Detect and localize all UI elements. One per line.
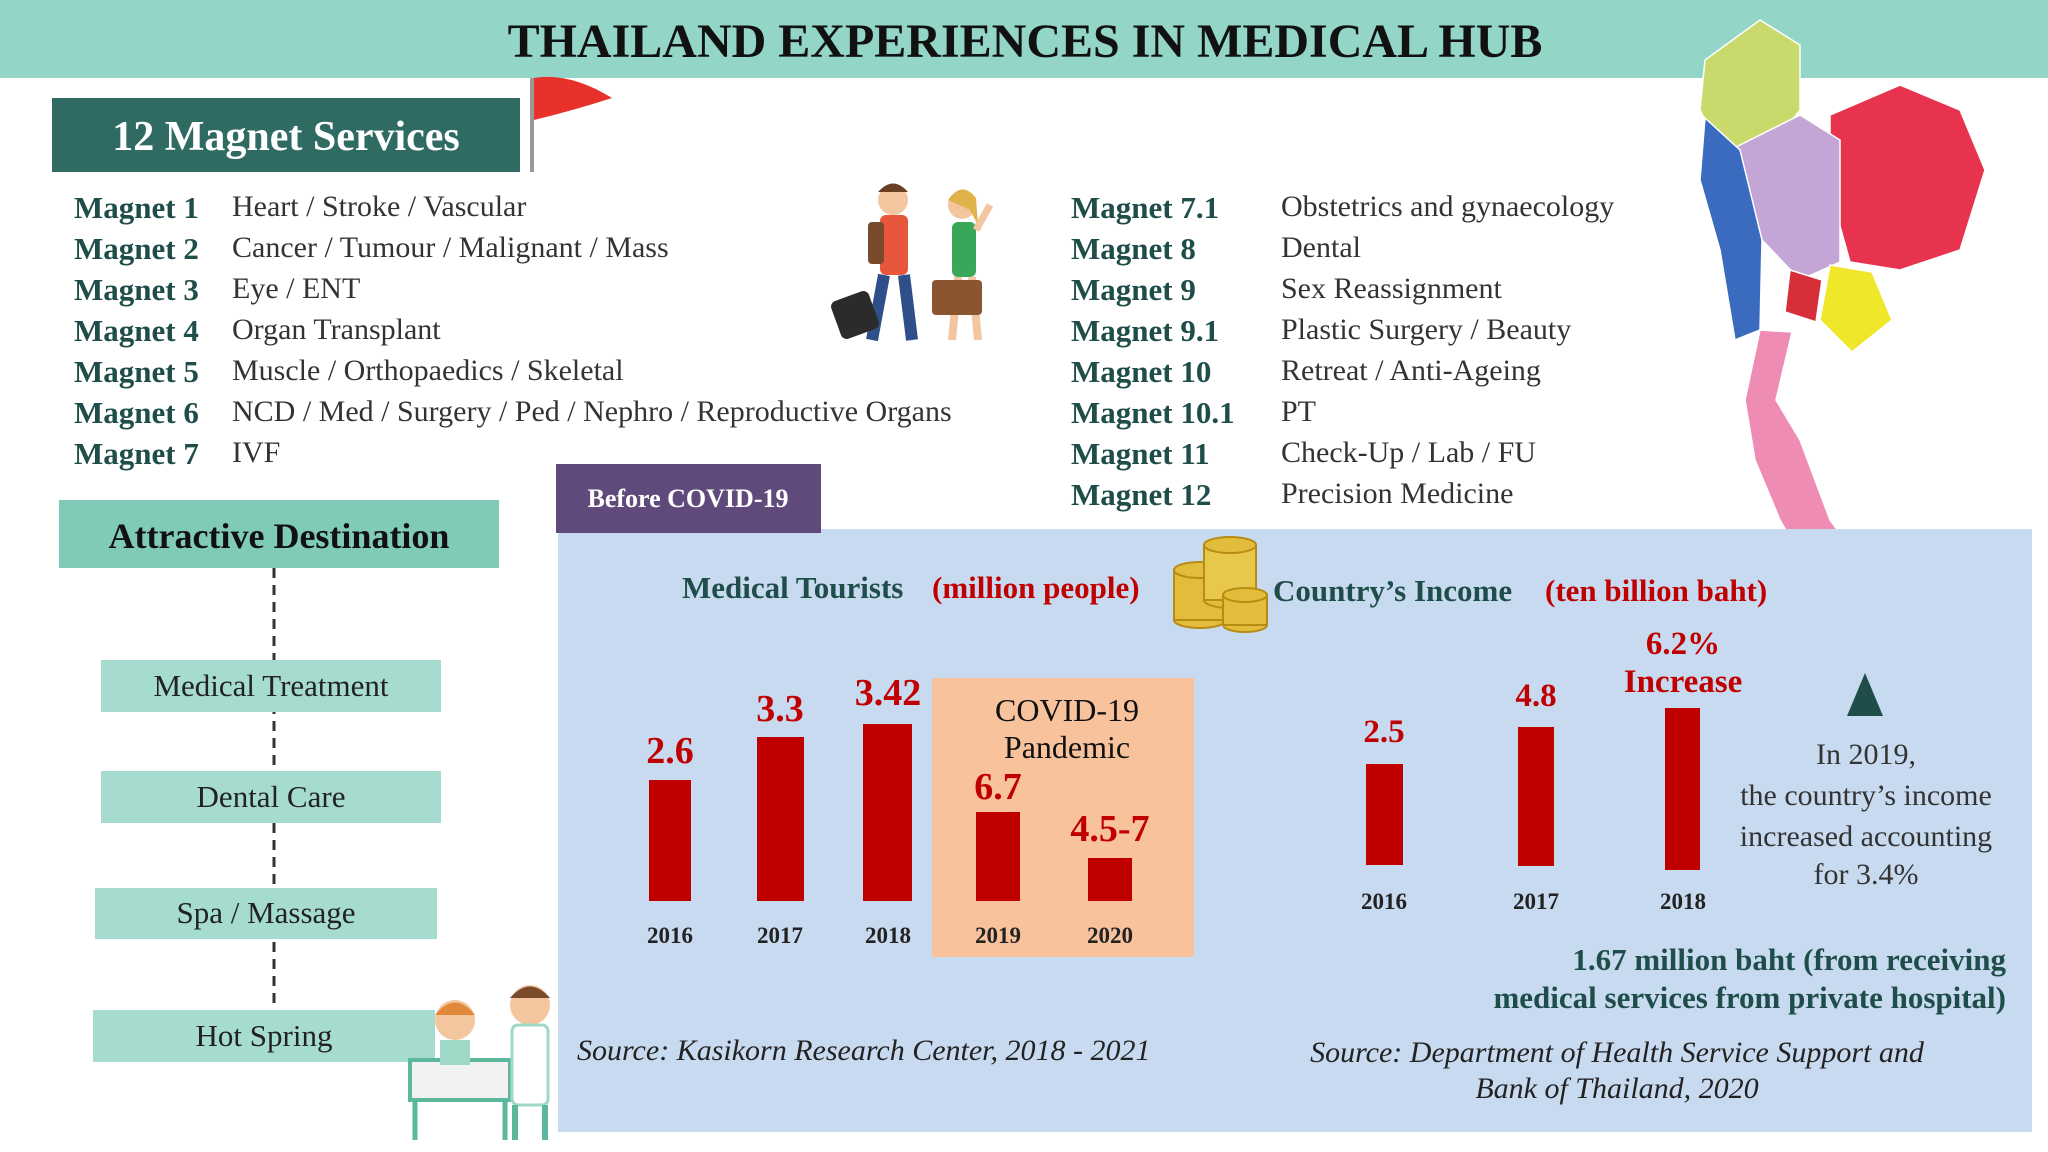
magnet-label: Magnet 10.1 bbox=[1071, 395, 1235, 430]
chart-title: Medical Tourists bbox=[682, 570, 904, 605]
coins-illustration bbox=[1173, 536, 1268, 633]
magnet-label: Magnet 2 bbox=[74, 231, 199, 266]
magnet-label: Magnet 11 bbox=[1071, 436, 1210, 471]
magnet-service: Organ Transplant bbox=[232, 313, 441, 346]
income-note: increased accounting bbox=[1739, 820, 1993, 853]
magnet-service: Dental bbox=[1281, 231, 1361, 264]
magnet-label: Magnet 1 bbox=[74, 190, 199, 225]
income-note: the country’s income bbox=[1740, 779, 1992, 812]
destination-box bbox=[93, 1010, 435, 1062]
flag bbox=[534, 76, 612, 120]
bar-value: 2.5 bbox=[1363, 714, 1405, 750]
bars bbox=[649, 708, 1700, 901]
destination-item: Medical Treatment bbox=[153, 668, 389, 703]
magnet-service: PT bbox=[1281, 395, 1317, 428]
destination-title-box bbox=[59, 500, 499, 568]
before-covid-tab bbox=[556, 464, 821, 533]
bar-year: 2017 bbox=[757, 923, 803, 948]
bar bbox=[1665, 708, 1700, 870]
magnet-service: Eye / ENT bbox=[232, 272, 361, 305]
bar-year: 2018 bbox=[1660, 889, 1706, 914]
section-title: 12 Magnet Services bbox=[112, 114, 460, 160]
section-title: Attractive Destination bbox=[108, 516, 450, 556]
bar-value: 2.6 bbox=[646, 730, 694, 772]
income-footnote: 1.67 million baht (from receiving bbox=[1572, 942, 2006, 977]
bar-value: 3.42 bbox=[854, 672, 922, 714]
tab-label: Before COVID-19 bbox=[587, 484, 789, 513]
bar-year: 2017 bbox=[1513, 889, 1559, 914]
bar-year: 2019 bbox=[975, 923, 1021, 948]
chart-title: Country’s Income bbox=[1273, 573, 1513, 608]
increase-label: Increase bbox=[1623, 664, 1743, 700]
income-note: for 3.4% bbox=[1813, 858, 1919, 891]
magnet-service: Muscle / Orthopaedics / Skeletal bbox=[232, 354, 624, 387]
increase-arrow bbox=[1847, 673, 1883, 716]
source: Source: Kasikorn Research Center, 2018 -… bbox=[577, 1034, 1151, 1067]
bar bbox=[1366, 764, 1403, 865]
bar-value: 6.7 bbox=[974, 766, 1022, 808]
magnet-label: Magnet 8 bbox=[1071, 231, 1196, 266]
magnet-service: Plastic Surgery / Beauty bbox=[1281, 313, 1572, 346]
travelers-illustration bbox=[831, 183, 994, 342]
magnet-service: Sex Reassignment bbox=[1281, 272, 1502, 305]
chart-unit: (million people) bbox=[932, 570, 1140, 605]
page-title: THAILAND EXPERIENCES IN MEDICAL HUB bbox=[507, 15, 1543, 68]
magnet-service: Check-Up / Lab / FU bbox=[1281, 436, 1536, 469]
bar-year: 2018 bbox=[865, 923, 911, 948]
magnet-label: Magnet 5 bbox=[74, 354, 199, 389]
chart-unit: (ten billion baht) bbox=[1545, 573, 1768, 608]
income-footnote: medical services from private hospital) bbox=[1493, 980, 2006, 1015]
bar-year: 2016 bbox=[647, 923, 693, 948]
bar bbox=[1518, 727, 1554, 866]
magnet-label: Magnet 4 bbox=[74, 313, 199, 348]
bar bbox=[1088, 858, 1132, 901]
magnet-service: Heart / Stroke / Vascular bbox=[232, 190, 527, 223]
magnet-service: Obstetrics and gynaecology bbox=[1281, 190, 1615, 223]
magnet-service: IVF bbox=[232, 436, 281, 469]
magnet-label: Magnet 3 bbox=[74, 272, 199, 307]
source: Source: Department of Health Service Sup… bbox=[1310, 1036, 1924, 1069]
magnet-service: NCD / Med / Surgery / Ped / Nephro / Rep… bbox=[232, 395, 952, 428]
bar bbox=[757, 737, 804, 901]
thailand-map bbox=[1699, 19, 1986, 613]
magnet-service: Cancer / Tumour / Malignant / Mass bbox=[232, 231, 669, 264]
pandemic-note: COVID-19 bbox=[995, 692, 1139, 728]
bar-value: 6.2% bbox=[1645, 626, 1721, 662]
destination-box bbox=[101, 660, 441, 712]
bar-year: 2020 bbox=[1087, 923, 1133, 948]
income-note: In 2019, bbox=[1816, 738, 1916, 771]
nurse-illustration bbox=[408, 985, 550, 1140]
magnet-label: Magnet 7.1 bbox=[1071, 190, 1220, 225]
destination-box bbox=[101, 771, 441, 823]
pandemic-note: Pandemic bbox=[1003, 729, 1131, 765]
magnet-title-box bbox=[52, 98, 520, 172]
magnet-label: Magnet 9 bbox=[1071, 272, 1196, 307]
magnet-label: Magnet 6 bbox=[74, 395, 199, 430]
magnet-label: Magnet 10 bbox=[1071, 354, 1212, 389]
destination-box bbox=[95, 888, 437, 939]
bar bbox=[649, 780, 691, 901]
magnet-service: Precision Medicine bbox=[1281, 477, 1514, 510]
bar-value: 4.8 bbox=[1515, 678, 1557, 714]
destination-item: Spa / Massage bbox=[176, 895, 356, 930]
bar-value: 4.5-7 bbox=[1070, 808, 1150, 850]
pandemic-box bbox=[932, 678, 1194, 957]
magnet-label: Magnet 7 bbox=[74, 436, 199, 471]
magnet-label: Magnet 9.1 bbox=[1071, 313, 1220, 348]
bar-value: 3.3 bbox=[756, 688, 804, 730]
bar-year: 2016 bbox=[1361, 889, 1407, 914]
destination-item: Hot Spring bbox=[195, 1018, 333, 1053]
magnet-label: Magnet 12 bbox=[1071, 477, 1212, 512]
magnet-service: Retreat / Anti-Ageing bbox=[1281, 354, 1541, 387]
source: Bank of Thailand, 2020 bbox=[1475, 1072, 1759, 1105]
destination-item: Dental Care bbox=[196, 779, 346, 814]
bar bbox=[863, 724, 912, 901]
bar bbox=[976, 812, 1020, 901]
